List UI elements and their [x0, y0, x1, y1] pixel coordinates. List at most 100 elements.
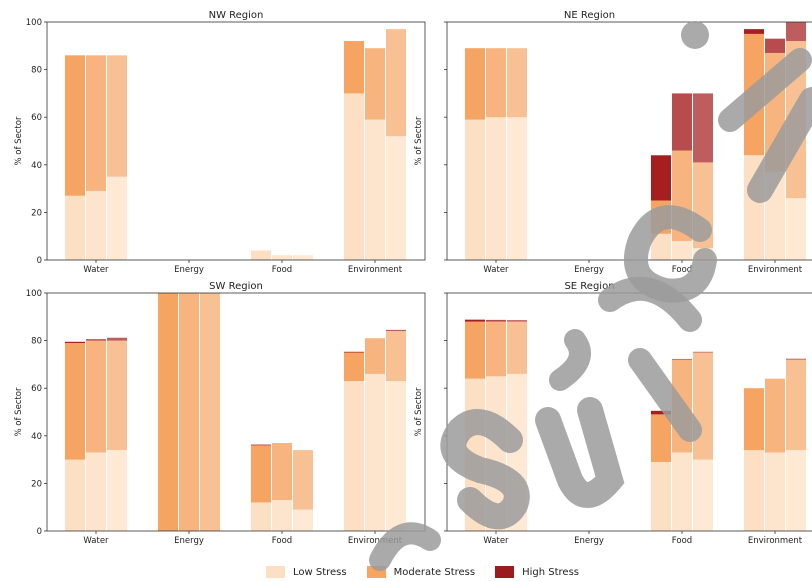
- bar-environment-2-low-stress: [365, 373, 385, 531]
- bar-food-3-low-stress: [693, 459, 713, 531]
- y-axis-label: % of Sector: [14, 387, 24, 437]
- y-tick-label: 100: [26, 18, 42, 28]
- bar-food-2-moderate-stress: [672, 359, 692, 453]
- bar-food-3-high-stress: [693, 93, 713, 163]
- legend-entry-high-stress: High Stress: [495, 566, 579, 578]
- y-tick-label: 20: [31, 208, 42, 218]
- bar-water-3-high-stress: [507, 320, 527, 322]
- legend-swatch-low-stress: [266, 566, 285, 578]
- bar-environment-1-low-stress: [344, 93, 364, 261]
- bar-food-1-high-stress: [651, 155, 671, 201]
- bar-food-1-low-stress: [251, 250, 271, 260]
- bar-water-1-moderate-stress: [65, 342, 85, 460]
- bar-environment-1-high-stress: [344, 351, 364, 353]
- bar-food-2-moderate-stress: [272, 442, 292, 501]
- x-tick-label-environment: Environment: [348, 265, 403, 275]
- bar-food-1-moderate-stress: [651, 414, 671, 462]
- y-tick-label: 40: [31, 161, 42, 171]
- y-tick-label: 100: [26, 289, 42, 299]
- bar-food-2-low-stress: [272, 500, 292, 531]
- bar-environment-2-low-stress: [365, 119, 385, 260]
- bar-water-3-low-stress: [507, 117, 527, 260]
- bar-environment-2-high-stress: [765, 38, 785, 53]
- bar-food-2-low-stress: [672, 240, 692, 260]
- panel-title: SE Region: [564, 281, 614, 292]
- x-tick-label-food: Food: [272, 265, 292, 275]
- bar-food-2-moderate-stress: [672, 150, 692, 241]
- bar-environment-2-moderate-stress: [765, 52, 785, 172]
- bar-environment-2-moderate-stress: [765, 378, 785, 453]
- bar-environment-1-moderate-stress: [344, 352, 364, 382]
- bar-food-1-low-stress: [651, 461, 671, 531]
- panel-nw-region: NW Region 0 20 40 60 80 100 % of Sector Water Ene…: [14, 10, 426, 275]
- y-axis-label: % of Sector: [414, 116, 424, 166]
- bar-food-3-high-stress: [693, 351, 713, 353]
- bar-food-1-low-stress: [251, 502, 271, 531]
- bar-food-3-low-stress: [293, 509, 313, 531]
- bar-water-1-low-stress: [465, 378, 485, 531]
- bar-water-2-low-stress: [86, 190, 106, 260]
- bar-water-3-moderate-stress: [507, 321, 527, 374]
- bar-environment-1-moderate-stress: [344, 41, 364, 94]
- y-tick-label: 0: [37, 256, 42, 266]
- x-tick-label-environment: Environment: [748, 265, 803, 275]
- plot-frame: [46, 21, 426, 261]
- bar-water-3-moderate-stress: [107, 340, 127, 451]
- x-tick-label-energy: Energy: [574, 265, 604, 275]
- bar-water-2-low-stress: [486, 376, 506, 531]
- bar-water-3-moderate-stress: [507, 48, 527, 118]
- bar-food-2-high-stress: [672, 93, 692, 151]
- bar-food-3-moderate-stress: [693, 162, 713, 249]
- bar-environment-1-moderate-stress: [744, 388, 764, 451]
- bar-energy-3-moderate-stress: [200, 293, 220, 531]
- bar-food-1-moderate-stress: [251, 445, 271, 503]
- x-tick-label-water: Water: [483, 536, 509, 546]
- y-tick-label: 60: [31, 113, 42, 123]
- x-tick-label-food: Food: [272, 536, 292, 546]
- x-tick-label-water: Water: [83, 265, 109, 275]
- y-tick-label: 60: [31, 384, 42, 394]
- bar-water-3-low-stress: [107, 450, 127, 531]
- bar-water-2-moderate-stress: [486, 321, 506, 377]
- x-tick-label-environment: Environment: [748, 536, 803, 546]
- y-axis-label: % of Sector: [14, 116, 24, 166]
- bar-water-2-low-stress: [86, 452, 106, 531]
- bar-environment-1-high-stress: [744, 29, 764, 34]
- bar-environment-1-low-stress: [344, 381, 364, 531]
- bar-water-3-moderate-stress: [107, 55, 127, 177]
- legend-label-moderate-stress: Moderate Stress: [393, 566, 476, 578]
- bar-food-1-low-stress: [651, 233, 671, 260]
- bar-water-3-low-stress: [107, 176, 127, 260]
- bar-environment-3-moderate-stress: [786, 41, 806, 199]
- bar-water-2-moderate-stress: [86, 340, 106, 453]
- bar-food-3-low-stress: [693, 248, 713, 260]
- x-tick-label-food: Food: [672, 536, 692, 546]
- bar-environment-2-moderate-stress: [365, 48, 385, 120]
- bar-water-2-moderate-stress: [86, 55, 106, 191]
- bar-environment-3-high-stress: [386, 329, 406, 332]
- bar-food-1-high-stress: [651, 410, 671, 415]
- bar-environment-1-moderate-stress: [744, 33, 764, 156]
- y-tick-label: 0: [37, 527, 42, 537]
- bar-environment-2-low-stress: [765, 171, 785, 260]
- bar-environment-3-low-stress: [386, 381, 406, 531]
- bar-water-3-low-stress: [507, 373, 527, 531]
- y-tick-label: 40: [31, 432, 42, 442]
- bar-water-1-low-stress: [65, 459, 85, 531]
- bar-food-2-high-stress: [672, 358, 692, 360]
- bar-food-1-moderate-stress: [651, 200, 671, 234]
- panel-ne-region: NE Region % of Sector Water Energy Food Envir…: [414, 10, 812, 275]
- x-tick-label-water: Water: [83, 536, 109, 546]
- y-tick-label: 80: [31, 337, 42, 347]
- legend-label-low-stress: Low Stress: [293, 566, 347, 578]
- legend: Low Stress Moderate Stress High Stress: [266, 563, 579, 581]
- bar-environment-3-moderate-stress: [386, 29, 406, 137]
- panel-sw-region: SW Region 0 20 40 60 80 100 % of Sector Water Ene…: [14, 281, 426, 546]
- bar-food-3-moderate-stress: [293, 450, 313, 510]
- bar-environment-1-low-stress: [744, 155, 764, 260]
- panel-title: NE Region: [564, 10, 615, 21]
- legend-swatch-high-stress: [495, 566, 515, 578]
- panel-title: NW Region: [209, 10, 264, 21]
- bar-food-3-moderate-stress: [693, 352, 713, 460]
